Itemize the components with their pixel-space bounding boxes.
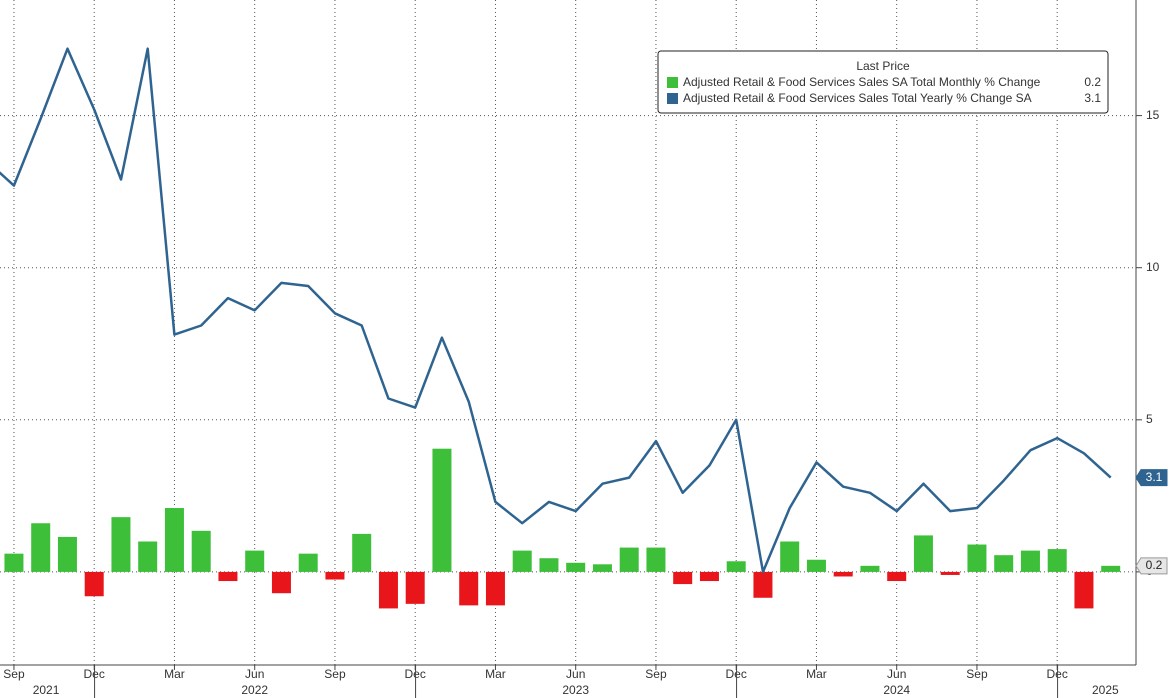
x-tick-label: Mar — [485, 667, 506, 681]
axes: 051015SepDecMarJunSepDecMarJunSepDecMarJ… — [3, 108, 1168, 698]
bar — [84, 571, 104, 597]
value-badge-label: 0.2 — [1146, 558, 1163, 572]
bar — [940, 571, 960, 575]
x-tick-label: Jun — [887, 667, 906, 681]
legend-box — [657, 50, 1109, 114]
bar — [726, 561, 746, 572]
legend-swatch — [667, 77, 678, 88]
bar — [1047, 549, 1067, 572]
bar — [432, 448, 452, 572]
bar — [1101, 565, 1121, 572]
legend-label: Adjusted Retail & Food Services Sales To… — [683, 91, 1032, 105]
bar — [218, 571, 238, 582]
bar — [887, 571, 907, 582]
bar — [780, 541, 800, 572]
legend: Last Price Adjusted Retail & Food Servic… — [657, 50, 1109, 114]
bar — [111, 517, 131, 572]
bar — [325, 571, 345, 580]
bar — [245, 550, 265, 572]
bar — [512, 550, 532, 572]
legend-label: Adjusted Retail & Food Services Sales SA… — [683, 75, 1041, 89]
bar — [485, 571, 505, 606]
legend-value: 0.2 — [1084, 75, 1101, 89]
year-label: 2022 — [241, 683, 268, 697]
bar — [566, 562, 586, 572]
bar — [806, 559, 826, 572]
bar — [1020, 550, 1040, 572]
value-badge — [1135, 557, 1168, 575]
plot-area — [0, 47, 1121, 609]
year-label: 2024 — [883, 683, 910, 697]
bar — [860, 565, 880, 572]
x-tick-label: Mar — [164, 667, 185, 681]
bar — [699, 571, 719, 582]
bar — [539, 558, 559, 572]
bar — [191, 530, 211, 572]
value-badge — [1135, 469, 1168, 487]
bar — [352, 533, 372, 572]
bar — [298, 553, 318, 572]
x-tick-label: Jun — [245, 667, 264, 681]
legend-swatch — [667, 93, 678, 104]
bar — [592, 564, 612, 572]
bar — [138, 541, 158, 572]
x-tick-label: Jun — [566, 667, 585, 681]
bar — [646, 547, 666, 572]
value-badge-label: 3.1 — [1146, 470, 1163, 484]
x-tick-label: Sep — [324, 667, 346, 681]
x-tick-label: Sep — [3, 667, 25, 681]
bar — [271, 571, 291, 594]
bar — [378, 571, 398, 609]
legend-title: Last Price — [856, 59, 910, 73]
year-label: 2021 — [33, 683, 60, 697]
bar — [753, 571, 773, 598]
bar — [459, 571, 479, 606]
bar — [833, 571, 853, 577]
line — [0, 47, 1112, 574]
y-tick-label: 15 — [1146, 108, 1160, 122]
bar — [967, 544, 987, 572]
year-label: 2023 — [562, 683, 589, 697]
y-tick-label: 5 — [1146, 412, 1153, 426]
x-tick-label: Mar — [806, 667, 827, 681]
bar — [31, 523, 51, 572]
bar — [4, 553, 24, 572]
bar — [405, 571, 425, 604]
bar — [619, 547, 639, 572]
x-tick-label: Sep — [966, 667, 988, 681]
bar — [994, 555, 1014, 572]
year-label: 2025 — [1092, 683, 1119, 697]
bar — [1074, 571, 1094, 609]
bar — [57, 536, 77, 572]
bar — [673, 571, 693, 585]
y-tick-label: 10 — [1146, 260, 1160, 274]
bar — [164, 508, 184, 572]
x-tick-label: Sep — [645, 667, 667, 681]
legend-value: 3.1 — [1084, 91, 1101, 105]
bar — [913, 535, 933, 572]
